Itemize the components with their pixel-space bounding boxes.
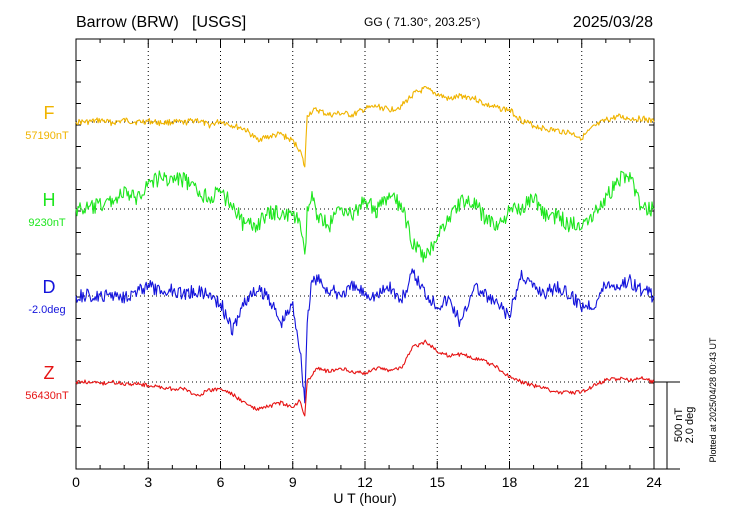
component-baseline-f: 57190nT	[25, 130, 69, 142]
component-letter-f: F	[44, 103, 55, 123]
component-letter-d: D	[43, 277, 56, 297]
series-line-f	[75, 85, 655, 168]
series-line-z	[75, 339, 655, 417]
series-line-d	[75, 268, 655, 404]
plotted-note: Plotted at 2025/04/28 00:43 UT	[708, 337, 718, 463]
scale-bar-nt: 500 nT	[673, 408, 685, 443]
scale-bar-deg: 2.0 deg	[684, 407, 696, 444]
x-tick-label: 0	[72, 474, 80, 490]
grid-lines	[147, 39, 583, 469]
component-labels: F 57190nT H 9230nT D -2.0deg Z 56430nT	[25, 103, 69, 402]
component-letter-h: H	[43, 190, 56, 210]
station-title: Barrow (BRW)	[76, 14, 179, 31]
coords-label: GG ( 71.30°, 203.25°)	[364, 15, 480, 29]
agency-label: [USGS]	[192, 14, 246, 31]
component-letter-z: Z	[44, 363, 55, 383]
series-line-h	[75, 170, 655, 263]
x-tick-label: 9	[289, 474, 297, 490]
component-baseline-z: 56430nT	[25, 390, 69, 402]
scale-bar: 500 nT 2.0 deg	[654, 381, 696, 470]
component-baseline-d: -2.0deg	[28, 304, 65, 316]
x-tick-label: 3	[144, 474, 152, 490]
series-lines	[75, 85, 655, 417]
x-tick-label: 18	[502, 474, 518, 490]
component-baseline-h: 9230nT	[28, 217, 66, 229]
x-tick-labels: 0 3 6 9 12 15 18 21 24	[72, 474, 662, 490]
date-label: 2025/03/28	[573, 14, 653, 31]
x-axis-label: U T (hour)	[333, 490, 396, 506]
x-tick-label: 24	[646, 474, 662, 490]
x-tick-label: 6	[217, 474, 225, 490]
x-tick-label: 12	[357, 474, 373, 490]
x-tick-label: 21	[574, 474, 590, 490]
x-tick-label: 15	[429, 474, 445, 490]
